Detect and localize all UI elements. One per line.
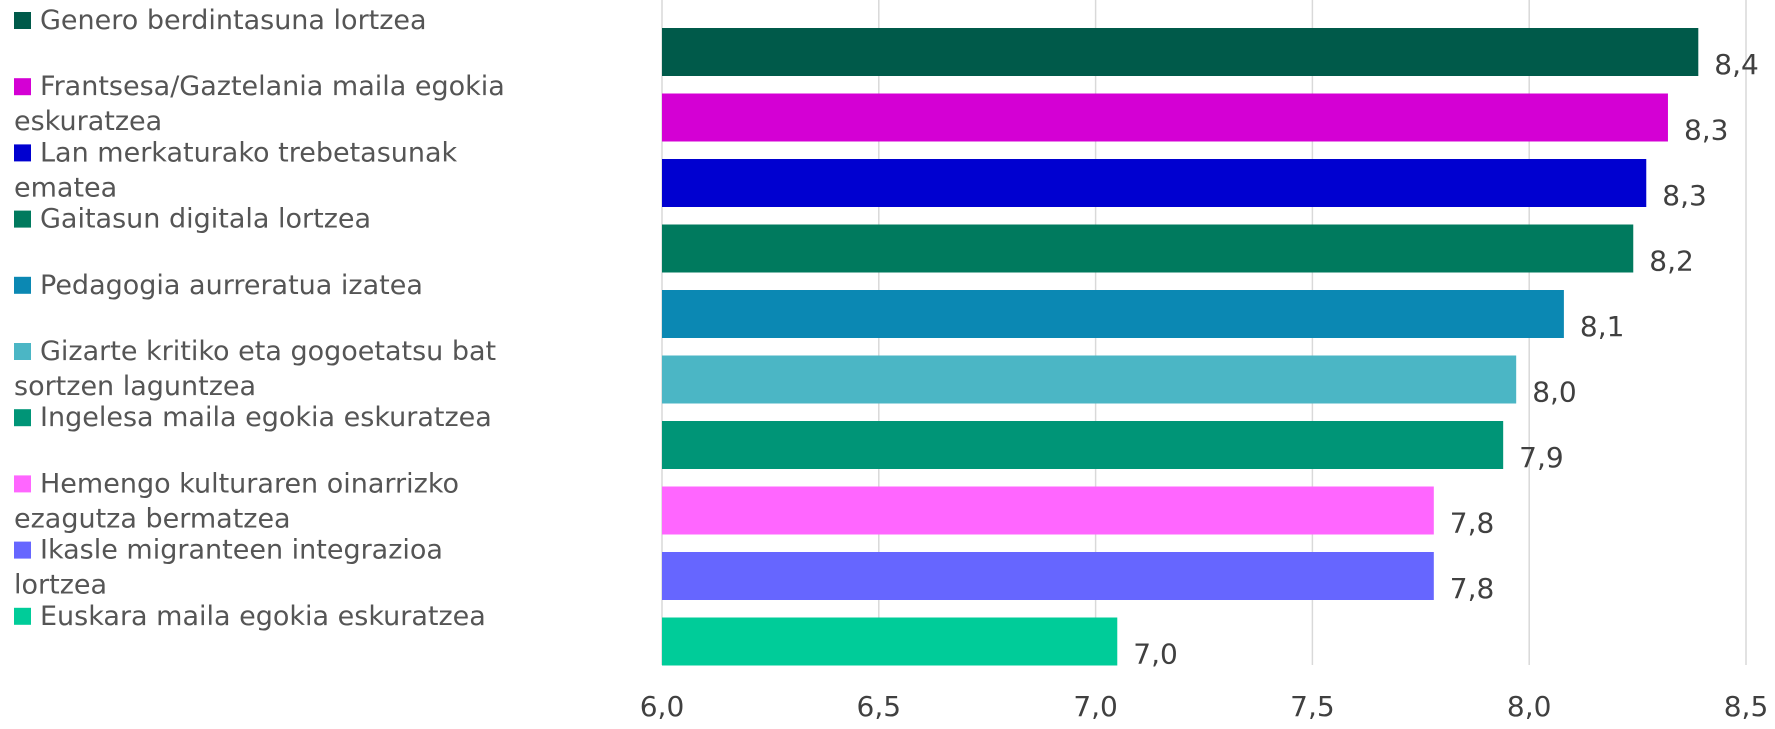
legend-swatch xyxy=(14,607,31,625)
bar xyxy=(662,159,1647,207)
bar xyxy=(662,486,1434,535)
legend-label: Frantsesa/Gaztelania maila egokia eskurat… xyxy=(14,71,505,137)
bar-value-label: 8,3 xyxy=(1684,114,1729,147)
bar-value-label: 7,8 xyxy=(1450,507,1495,540)
x-tick-label: 8,5 xyxy=(1724,690,1769,723)
bar-value-label: 8,2 xyxy=(1649,245,1694,278)
legend-label: Lan merkaturako trebetasunak ematea xyxy=(14,137,458,203)
legend-item: Pedagogia aurreratua izatea xyxy=(14,270,423,301)
legend-swatch xyxy=(14,541,31,559)
legend-swatch xyxy=(14,475,31,493)
bars xyxy=(662,28,1699,666)
bar xyxy=(662,552,1434,600)
legend-swatch xyxy=(14,343,31,360)
legend-swatch xyxy=(14,276,31,294)
legend-item: Frantsesa/Gaztelania maila egokia eskurat… xyxy=(14,71,505,137)
legend-item: Hemengo kulturaren oinarrizko ezagutza be… xyxy=(14,468,459,534)
legend-label: Hemengo kulturaren oinarrizko ezagutza be… xyxy=(14,468,459,534)
legend-swatch xyxy=(14,144,31,162)
legend-label: Genero berdintasuna lortzea xyxy=(40,5,427,36)
legend-item: Ingelesa maila egokia eskuratzea xyxy=(14,402,492,433)
bar-value-label: 8,3 xyxy=(1662,179,1707,212)
legend-item: Euskara maila egokia eskuratzea xyxy=(14,601,486,632)
bar-value-label: 8,1 xyxy=(1580,310,1625,343)
bar xyxy=(662,617,1118,666)
legend-item: Gizarte kritiko eta gogoetatsu bat sortze… xyxy=(14,336,496,402)
legend-item: Genero berdintasuna lortzea xyxy=(14,5,427,36)
bar-value-label: 7,9 xyxy=(1519,441,1564,474)
legend-label: Gaitasun digitala lortzea xyxy=(40,204,371,235)
bar xyxy=(662,355,1517,404)
legend-item: Gaitasun digitala lortzea xyxy=(14,204,371,235)
bar-value-label: 7,0 xyxy=(1133,638,1178,671)
bar xyxy=(662,421,1504,469)
legend-label: Ikasle migranteen integrazioa lortzea xyxy=(14,535,443,601)
bar xyxy=(662,224,1634,273)
x-tick-label: 6,5 xyxy=(857,690,902,723)
legend-swatch xyxy=(14,78,31,96)
legend: Genero berdintasuna lortzea Frantsesa/Gaz… xyxy=(14,5,505,632)
legend-item: Lan merkaturako trebetasunak ematea xyxy=(14,137,458,203)
bar-value-label: 8,0 xyxy=(1532,376,1577,409)
legend-item: Ikasle migranteen integrazioa lortzea xyxy=(14,535,443,601)
legend-label: Euskara maila egokia eskuratzea xyxy=(40,601,486,632)
bar xyxy=(662,93,1668,142)
legend-swatch xyxy=(14,409,31,427)
bar xyxy=(662,290,1564,338)
x-tick-label: 7,5 xyxy=(1290,690,1335,723)
x-tick-label: 6,0 xyxy=(640,690,685,723)
x-axis-ticks: 6,0 6,5 7,0 7,5 8,0 8,5 xyxy=(640,690,1769,723)
legend-label: Pedagogia aurreratua izatea xyxy=(40,270,423,301)
bar-value-label: 8,4 xyxy=(1714,48,1759,81)
legend-label: Ingelesa maila egokia eskuratzea xyxy=(40,402,492,433)
bar xyxy=(662,28,1699,76)
legend-label: Gizarte kritiko eta gogoetatsu bat sortze… xyxy=(14,336,496,402)
legend-swatch xyxy=(14,12,31,29)
legend-swatch xyxy=(14,210,31,228)
bar-value-label: 7,8 xyxy=(1450,572,1495,605)
x-tick-label: 8,0 xyxy=(1507,690,1552,723)
x-tick-label: 7,0 xyxy=(1073,690,1118,723)
value-labels: 8,4 8,3 8,3 8,2 8,18,0 7,9 7,8 7,8 7,0 xyxy=(1133,48,1759,671)
